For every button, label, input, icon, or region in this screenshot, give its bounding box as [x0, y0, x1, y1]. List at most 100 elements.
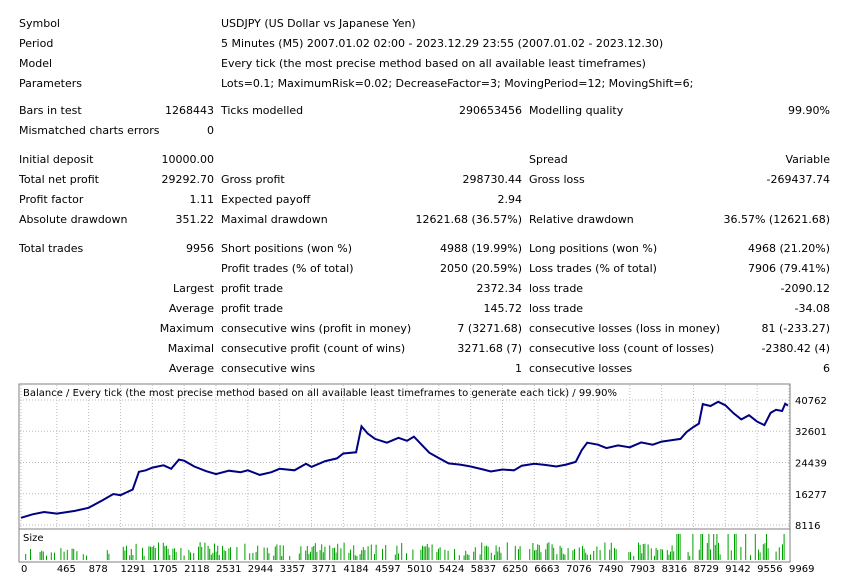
stat-largest-profit: 2372.34 [476, 282, 523, 295]
size-bar [546, 543, 548, 560]
header-value: USDJPY (US Dollar vs Japanese Yen) [221, 17, 416, 30]
size-bar [473, 551, 475, 560]
size-bar [574, 548, 575, 560]
size-bar [713, 534, 715, 560]
size-bar [340, 548, 342, 560]
size-bar [759, 552, 761, 560]
size-bar [382, 548, 383, 560]
size-bar [201, 546, 203, 560]
size-bar [313, 546, 315, 560]
y-tick-label: 24439 [795, 459, 827, 470]
stat-total-net-profit: 29292.70 [161, 173, 215, 186]
size-bar [668, 554, 670, 560]
size-bar [164, 546, 166, 560]
size-bar [71, 548, 73, 560]
size-bar [343, 542, 345, 560]
size-bar [319, 550, 321, 560]
size-bar [209, 548, 211, 560]
x-tick-label: 7903 [630, 564, 655, 573]
size-bar [572, 550, 574, 560]
size-bar [706, 543, 708, 560]
stat-total-trades-label: Total trades [19, 242, 84, 255]
stat-average-profit-label: profit trade [221, 302, 284, 315]
size-bar [719, 554, 721, 560]
stat-spread-label: Spread [529, 153, 568, 166]
stat-spread: Variable [785, 153, 830, 166]
size-bar [714, 544, 716, 560]
stat-maximal-cons-profit: 3271.68 (7) [457, 342, 522, 355]
size-bar [495, 545, 497, 560]
size-bar [375, 544, 377, 560]
size-bar [41, 550, 43, 560]
stat-mismatched: 0 [207, 124, 214, 137]
size-bar [190, 552, 191, 560]
stat-avg-cons-losses: 6 [823, 362, 830, 375]
size-bar [374, 554, 375, 560]
balance-plot-frame [18, 383, 791, 530]
size-bar [142, 547, 143, 560]
size-bar [778, 547, 780, 560]
stat-avg-cons-wins-label: consecutive wins [221, 362, 316, 375]
stat-gross-profit-label: Gross profit [221, 173, 285, 186]
size-bar [775, 551, 777, 560]
size-bar [767, 548, 769, 560]
size-bar [236, 547, 238, 560]
size-bar [217, 545, 219, 560]
size-bar [300, 546, 302, 560]
size-bar [230, 547, 231, 560]
size-bar [647, 544, 649, 560]
size-bar [122, 546, 124, 560]
x-tick-label: 7076 [566, 564, 591, 573]
size-bar [783, 534, 785, 560]
size-bar [420, 549, 422, 560]
size-bar [487, 546, 489, 560]
header-label: Symbol [19, 17, 60, 30]
size-bar [782, 544, 783, 560]
size-bar [642, 544, 644, 560]
size-bar [148, 546, 150, 560]
size-bar [174, 548, 175, 560]
size-bar [412, 549, 414, 560]
size-bar [735, 534, 737, 560]
size-bar [498, 546, 500, 560]
x-tick-label: 9556 [757, 564, 782, 573]
size-bar [593, 551, 595, 560]
size-bar [354, 555, 356, 560]
size-bar [538, 545, 540, 560]
size-bar [324, 546, 326, 560]
size-bar [540, 552, 542, 560]
x-tick-label: 8316 [662, 564, 687, 573]
size-bar [225, 551, 227, 560]
size-bar [63, 551, 65, 560]
size-bar [60, 548, 62, 560]
stat-avg-cons-label: Average [168, 362, 214, 375]
size-bar [762, 544, 764, 560]
size-bar [490, 552, 492, 560]
size-bar [39, 552, 41, 560]
size-bar [276, 544, 278, 560]
size-bar [506, 542, 508, 560]
stat-bars-in-test: 1268443 [165, 104, 214, 117]
size-bar [518, 549, 519, 560]
size-bar [615, 549, 617, 560]
size-bar [444, 549, 446, 560]
size-bar [263, 547, 265, 560]
size-bar [166, 545, 167, 560]
stat-relative-drawdown-label: Relative drawdown [529, 213, 634, 226]
size-bar [679, 534, 681, 560]
size-bar [468, 555, 470, 560]
size-bar [458, 555, 460, 560]
size-bar [82, 554, 84, 560]
size-bar [25, 554, 27, 560]
size-bar [660, 549, 662, 560]
size-bar [158, 542, 159, 560]
size-label: Size [23, 533, 44, 544]
size-bar [610, 542, 612, 560]
size-bar [758, 549, 759, 560]
stat-avg-cons-wins: 1 [515, 362, 522, 375]
size-bar [754, 534, 756, 560]
size-bar [281, 556, 283, 560]
size-bar [716, 534, 718, 560]
size-bar [702, 534, 703, 560]
size-bar [151, 547, 153, 560]
